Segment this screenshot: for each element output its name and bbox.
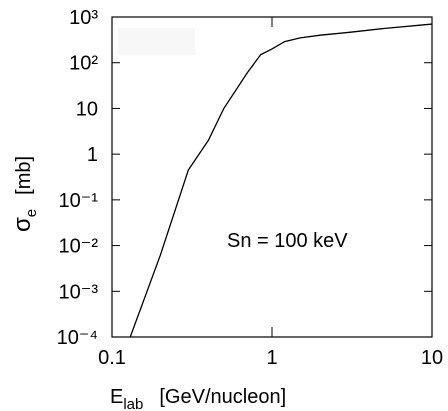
y-axis-label: σe [mb] [9,156,40,232]
y-tick-label: 10⁻¹ [59,190,99,212]
faint-patch [118,28,195,55]
x-tick-label: 1 [266,347,277,369]
y-label-unit: [mb] [13,156,35,195]
x-label-subscript: lab [123,396,143,411]
x-tick-label: 10 [421,347,443,369]
y-tick-label: 10⁻² [59,236,99,258]
data-line [129,23,433,338]
annotation: Sn = 100 keV [227,230,348,252]
y-tick-label: 10⁻⁴ [57,327,98,349]
plot-frame [111,16,433,338]
x-tick-label: 0.1 [98,347,126,369]
y-label-subscript: e [23,209,40,217]
y-tick-label: 10⁻³ [59,281,99,303]
x-label-unit: [GeV/nucleon] [159,386,286,408]
y-tick-label: 10² [69,53,98,75]
y-tick-label: 10³ [69,7,98,29]
y-label-symbol: σ [9,217,36,232]
y-tick-label: 10 [76,98,98,120]
y-tick-label: 1 [87,144,98,166]
x-axis-label: Elab [GeV/nucleon] [110,386,286,411]
x-label-symbol: E [110,386,123,408]
